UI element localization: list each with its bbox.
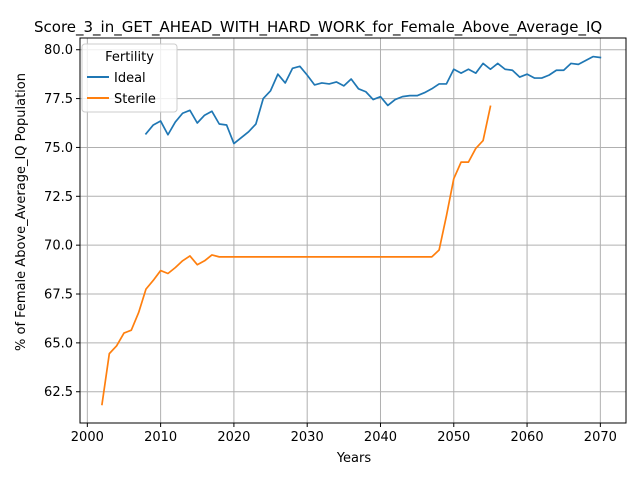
y-tick-label: 70.0 (44, 239, 73, 254)
series-lines (101, 55, 602, 406)
x-tick-label: 2000 (71, 430, 104, 445)
x-tick-label: 2010 (144, 430, 177, 445)
x-axis-ticks: 2000 2010 2020 2030 2040 2050 2060 2070 (71, 423, 617, 445)
x-tick-label: 2060 (511, 430, 544, 445)
series-line-sterile (101, 105, 492, 406)
y-tick-label: 77.5 (44, 92, 73, 107)
y-tick-label: 62.5 (44, 385, 73, 400)
legend-box (81, 43, 178, 113)
legend-title: Fertility (105, 50, 154, 65)
plot-frame (79, 37, 627, 424)
y-axis-label: % of Female Above_Average_IQ Population (14, 73, 29, 351)
x-tick-label: 2020 (217, 430, 250, 445)
y-tick-label: 80.0 (44, 43, 73, 58)
y-tick-label: 65.0 (44, 336, 73, 351)
x-tick-label: 2070 (584, 430, 617, 445)
chart-title: Score_3_in_GET_AHEAD_WITH_HARD_WORK_for_… (34, 18, 602, 37)
legend-label-sterile: Sterile (114, 92, 156, 107)
series-line-ideal (144, 55, 602, 145)
x-tick-label: 2040 (364, 430, 397, 445)
legend-label-ideal: Ideal (114, 71, 146, 86)
x-tick-label: 2050 (437, 430, 470, 445)
y-tick-label: 67.5 (44, 288, 73, 303)
x-tick-label: 2030 (291, 430, 324, 445)
y-tick-label: 75.0 (44, 141, 73, 156)
legend: Fertility Ideal Sterile (81, 43, 178, 113)
y-axis-ticks: 62.5 65.0 67.5 70.0 72.5 75.0 77.5 80.0 (44, 43, 80, 400)
x-axis-label: Years (336, 451, 372, 466)
y-tick-label: 72.5 (44, 190, 73, 205)
grid (80, 38, 626, 423)
